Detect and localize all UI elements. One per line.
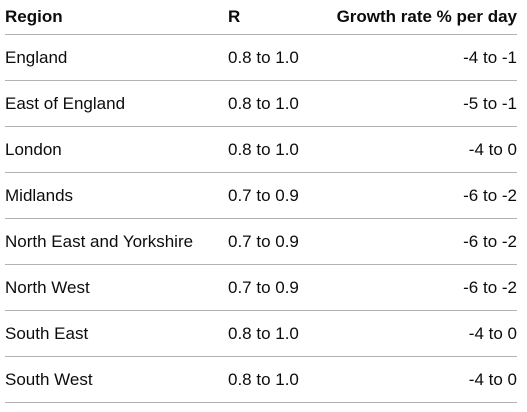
cell-region: South East xyxy=(5,323,89,343)
table-row: Midlands 0.7 to 0.9 -6 to -2 xyxy=(5,173,517,219)
table-row: London 0.8 to 1.0 -4 to 0 xyxy=(5,127,517,173)
cell-growth-rate: -6 to -2 xyxy=(463,185,517,205)
table-row: South East 0.8 to 1.0 -4 to 0 xyxy=(5,311,517,357)
table-row: South West 0.8 to 1.0 -4 to 0 xyxy=(5,357,517,403)
cell-region: East of England xyxy=(5,93,126,113)
cell-region: London xyxy=(5,139,62,159)
cell-growth-rate: -5 to -1 xyxy=(463,93,517,113)
table-row: North East and Yorkshire 0.7 to 0.9 -6 t… xyxy=(5,219,517,265)
cell-r: 0.8 to 1.0 xyxy=(228,369,299,389)
cell-growth-rate: -4 to 0 xyxy=(468,139,517,159)
cell-growth-rate: -4 to -1 xyxy=(463,47,517,67)
cell-region: South West xyxy=(5,369,93,389)
cell-r: 0.7 to 0.9 xyxy=(228,185,299,205)
cell-region: North East and Yorkshire xyxy=(5,231,194,251)
cell-growth-rate: -6 to -2 xyxy=(463,277,517,297)
cell-r: 0.8 to 1.0 xyxy=(228,47,299,67)
cell-r: 0.7 to 0.9 xyxy=(228,231,299,251)
cell-region: England xyxy=(5,47,68,67)
table-header-row: Region R Growth rate % per day xyxy=(5,0,517,35)
header-r: R xyxy=(228,7,241,26)
header-growth-rate: Growth rate % per day xyxy=(336,7,517,26)
cell-r: 0.8 to 1.0 xyxy=(228,323,299,343)
cell-r: 0.7 to 0.9 xyxy=(228,277,299,297)
table-row: East of England 0.8 to 1.0 -5 to -1 xyxy=(5,81,517,127)
table-row: England 0.8 to 1.0 -4 to -1 xyxy=(5,35,517,81)
cell-r: 0.8 to 1.0 xyxy=(228,139,299,159)
cell-region: Midlands xyxy=(5,185,74,205)
table-row: North West 0.7 to 0.9 -6 to -2 xyxy=(5,265,517,311)
cell-growth-rate: -4 to 0 xyxy=(468,369,517,389)
header-region: Region xyxy=(5,7,63,26)
cell-growth-rate: -4 to 0 xyxy=(468,323,517,343)
cell-region: North West xyxy=(5,277,90,297)
cell-growth-rate: -6 to -2 xyxy=(463,231,517,251)
region-r-growth-table: Region R Growth rate % per day England 0… xyxy=(5,0,517,403)
cell-r: 0.8 to 1.0 xyxy=(228,93,299,113)
